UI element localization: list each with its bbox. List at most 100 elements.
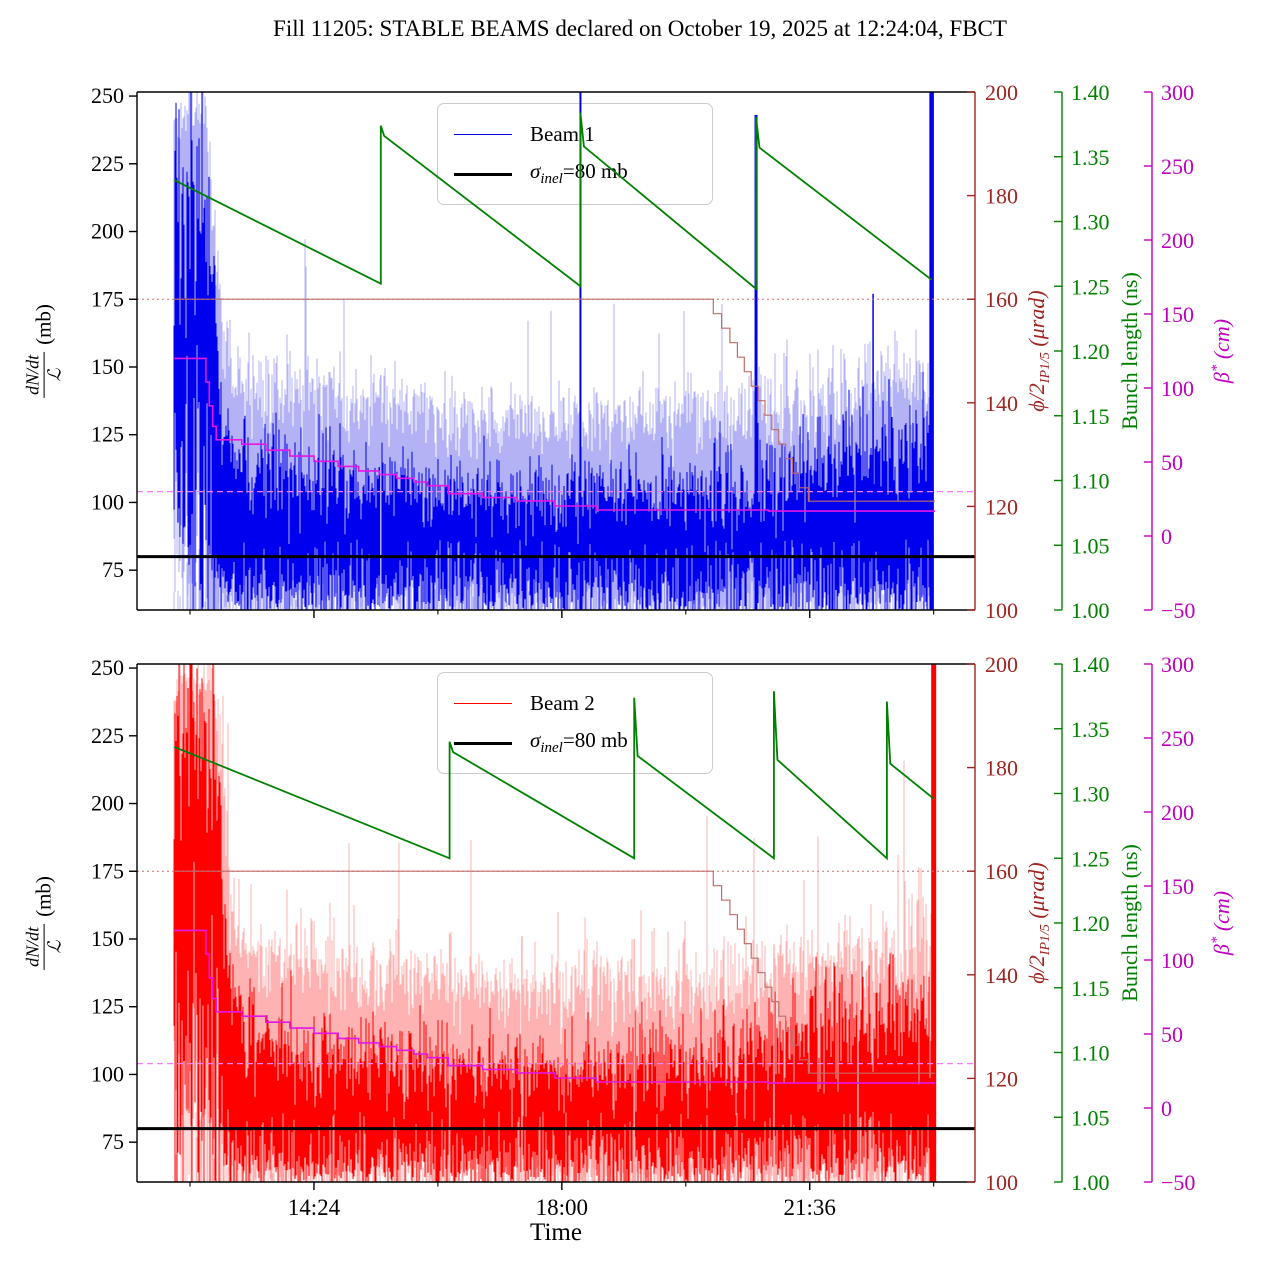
sigma-line-sample2: [454, 741, 512, 745]
main-tick-label: 75: [102, 1129, 124, 1154]
angle-tick-label: 200: [985, 652, 1018, 677]
main-tick-label: 100: [91, 1061, 124, 1086]
bunch-tick-label: 1.10: [1071, 469, 1110, 494]
crossing-angle-steps: [174, 298, 936, 502]
beam-noise-texture: [175, 1111, 935, 1182]
subplot-beam2: 75 100 125 150 175 200 225 250 100 120 140 160 180 20…: [91, 652, 1195, 1220]
bunch-tick-label: 1.10: [1071, 1041, 1110, 1066]
axis-ticks: 75 100 125 150 175 200 225 250 100 120 140 160 180 20…: [91, 652, 1195, 1220]
beam-noise-texture: [173, 539, 929, 610]
beta-tick-label: 200: [1161, 228, 1194, 253]
main-tick-label: 100: [91, 489, 124, 514]
main-tick-label: 225: [91, 723, 124, 748]
time-tick-label: 18:00: [536, 1195, 588, 1220]
bunch-tick-label: 1.05: [1071, 533, 1110, 558]
bunch-tick-label: 1.00: [1071, 598, 1110, 623]
bunch-tick-label: 1.40: [1071, 652, 1110, 677]
beta-tick-label: 0: [1161, 1096, 1172, 1121]
beam1-line-sample: [454, 133, 512, 135]
beta-tick-label: 200: [1161, 800, 1194, 825]
angle-tick-label: 200: [985, 80, 1018, 105]
legend-label-sigma: σinel=80 mb: [530, 159, 628, 188]
main-tick-label: 200: [91, 791, 124, 816]
beta-star-steps: [174, 929, 936, 1084]
beta-tick-label: 150: [1161, 874, 1194, 899]
main-tick-label: 225: [91, 151, 124, 176]
angle-tick-label: 120: [985, 494, 1018, 519]
angle-tick-label: 160: [985, 859, 1018, 884]
yaxis-label-bunch-length-top: Bunch length (ns): [1117, 272, 1142, 430]
legend-label-beam2: Beam 2: [530, 690, 595, 715]
bunch-length-line: [173, 691, 935, 861]
bunch-tick-label: 1.40: [1071, 80, 1110, 105]
figure-title: Fill 11205: STABLE BEAMS declared on Oct…: [273, 16, 1007, 41]
legend-label-sigma2: σinel=80 mb: [530, 728, 628, 757]
bunch-tick-label: 1.00: [1071, 1170, 1110, 1195]
beta-tick-label: −50: [1161, 1170, 1195, 1195]
yaxis-label-luminosity-top: dN/dt ℒ (mb): [23, 304, 65, 398]
main-tick-label: 200: [91, 219, 124, 244]
data-region: [137, 664, 975, 1182]
legend-row-sigma2: σinel=80 mb: [454, 723, 712, 763]
beta-tick-label: 300: [1161, 80, 1194, 105]
legend-beam1: Beam 1 σinel=80 mb: [437, 103, 713, 205]
angle-tick-label: 100: [985, 1170, 1018, 1195]
beta-tick-label: 50: [1161, 450, 1183, 475]
yaxis-label-bunch-length-bottom: Bunch length (ns): [1117, 844, 1142, 1002]
yaxis-label-beta-star-top: β* (cm): [1208, 318, 1235, 384]
main-tick-label: 250: [91, 83, 124, 108]
yaxis-label-luminosity-bottom: dN/dt ℒ (mb): [23, 876, 65, 970]
main-tick-label: 75: [102, 557, 124, 582]
dndt-fraction: dN/dt ℒ: [23, 923, 65, 970]
bunch-tick-label: 1.20: [1071, 339, 1110, 364]
spines: [136, 91, 1153, 611]
beta-tick-label: 100: [1161, 376, 1194, 401]
bunch-tick-label: 1.30: [1071, 782, 1110, 807]
beta-tick-label: 250: [1161, 154, 1194, 179]
angle-tick-label: 100: [985, 598, 1018, 623]
beta-tick-label: 300: [1161, 652, 1194, 677]
yaxis-label-crossing-angle-bottom: ϕ/2IP1/5 (μrad): [1023, 862, 1054, 984]
main-tick-label: 150: [91, 926, 124, 951]
main-tick-label: 125: [91, 422, 124, 447]
data-region: [137, 92, 975, 610]
subplot-beam1: 75 100 125 150 175 200 225 250 100 120 140 160 180 20…: [91, 80, 1195, 623]
angle-tick-label: 180: [985, 184, 1018, 209]
main-tick-label: 150: [91, 354, 124, 379]
main-tick-label: 250: [91, 655, 124, 680]
bunch-tick-label: 1.35: [1071, 717, 1110, 742]
bunch-tick-label: 1.30: [1071, 210, 1110, 235]
legend-row-sigma: σinel=80 mb: [454, 154, 712, 194]
time-tick-label: 21:36: [784, 1195, 836, 1220]
angle-tick-label: 160: [985, 287, 1018, 312]
spines: [136, 663, 1153, 1183]
main-tick-label: 175: [91, 858, 124, 883]
yaxis-label-beta-star-bottom: β* (cm): [1208, 890, 1235, 956]
axis-ticks: 75 100 125 150 175 200 225 250 100 120 140 160 180 20…: [91, 80, 1195, 623]
beta-tick-label: −50: [1161, 598, 1195, 623]
yaxis-label-crossing-angle-top: ϕ/2IP1/5 (μrad): [1023, 290, 1054, 412]
angle-tick-label: 120: [985, 1066, 1018, 1091]
xaxis-label: Time: [530, 1219, 582, 1246]
main-tick-label: 175: [91, 286, 124, 311]
beta-tick-label: 0: [1161, 524, 1172, 549]
legend-beam2: Beam 2 σinel=80 mb: [437, 672, 713, 774]
beam-noise-dark: [173, 92, 933, 610]
sigma-line-sample: [454, 172, 512, 176]
beta-tick-label: 250: [1161, 726, 1194, 751]
beta-tick-label: 50: [1161, 1022, 1183, 1047]
bunch-length-line: [173, 112, 933, 291]
time-tick-label: 14:24: [288, 1195, 341, 1220]
beam-noise-dark: [173, 664, 935, 1182]
bunch-tick-label: 1.15: [1071, 976, 1110, 1001]
crossing-angle-steps: [174, 870, 936, 1074]
angle-tick-label: 140: [985, 963, 1018, 988]
angle-tick-label: 180: [985, 756, 1018, 781]
beta-tick-label: 150: [1161, 302, 1194, 327]
beta-star-steps: [174, 357, 936, 512]
beam2-line-sample: [454, 702, 512, 704]
main-tick-label: 125: [91, 994, 124, 1019]
angle-tick-label: 140: [985, 391, 1018, 416]
